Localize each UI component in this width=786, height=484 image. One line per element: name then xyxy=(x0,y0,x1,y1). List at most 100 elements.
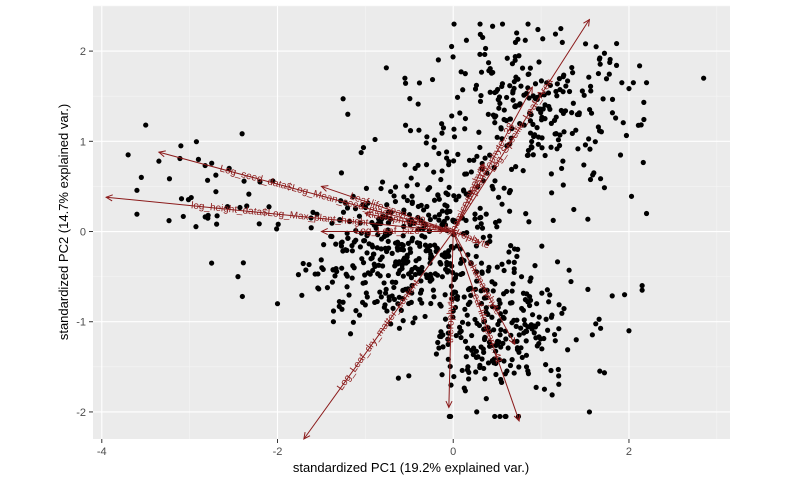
scatter-point xyxy=(299,292,305,298)
scatter-point xyxy=(471,345,477,351)
scatter-point xyxy=(436,196,442,202)
scatter-point xyxy=(446,184,452,190)
scatter-point xyxy=(329,220,335,226)
loading-arrow-head xyxy=(105,194,113,202)
scatter-point xyxy=(442,292,448,298)
scatter-point xyxy=(474,224,481,230)
scatter-point xyxy=(377,256,383,263)
scatter-point xyxy=(498,376,504,383)
scatter-point xyxy=(319,265,325,271)
loading-arrow xyxy=(106,196,454,233)
scatter-point xyxy=(295,272,302,278)
scatter-point xyxy=(134,211,140,217)
scatter-point xyxy=(630,80,636,86)
scatter-point xyxy=(437,301,443,307)
scatter-point xyxy=(498,125,504,131)
scatter-point xyxy=(467,285,474,292)
scatter-point xyxy=(166,176,173,182)
scatter-point xyxy=(402,75,408,81)
scatter-point xyxy=(392,184,399,190)
scatter-point xyxy=(378,294,384,300)
scatter-point xyxy=(125,152,131,158)
scatter-point xyxy=(536,314,542,320)
scatter-point xyxy=(530,121,536,128)
scatter-point xyxy=(274,226,280,232)
loading-arrow-head xyxy=(320,185,329,192)
scatter-point xyxy=(589,332,595,338)
scatter-point xyxy=(442,316,449,322)
scatter-point xyxy=(498,344,504,350)
scatter-point xyxy=(395,247,401,253)
scatter-point xyxy=(509,288,515,294)
scatter-point xyxy=(606,71,612,77)
scatter-point xyxy=(486,68,492,74)
loading-arrow-head xyxy=(472,236,481,244)
scatter-point xyxy=(363,290,369,296)
scatter-point xyxy=(423,272,429,278)
scatter-point xyxy=(586,136,592,142)
scatter-point xyxy=(510,97,516,103)
scatter-point xyxy=(477,144,483,151)
scatter-point xyxy=(440,125,447,131)
scatter-point xyxy=(539,290,545,296)
scatter-point xyxy=(586,74,592,80)
scatter-point xyxy=(412,315,418,321)
scatter-point xyxy=(568,278,574,285)
scatter-point xyxy=(400,247,407,253)
scatter-point xyxy=(376,262,382,268)
scatter-point xyxy=(478,214,484,221)
scatter-point xyxy=(509,357,515,363)
scatter-point xyxy=(363,185,370,192)
scatter-point xyxy=(487,233,493,239)
y-tick-label: -1 xyxy=(76,317,86,329)
scatter-point xyxy=(516,332,522,338)
scatter-point xyxy=(439,252,445,258)
scatter-point xyxy=(552,338,558,344)
scatter-point xyxy=(531,133,537,140)
scatter-point xyxy=(332,273,338,279)
scatter-point xyxy=(395,375,401,381)
scatter-point xyxy=(392,263,398,269)
scatter-point xyxy=(479,270,485,276)
scatter-point xyxy=(553,88,559,95)
scatter-point xyxy=(205,212,211,218)
scatter-point xyxy=(453,332,459,339)
scatter-point xyxy=(274,301,281,307)
scatter-point xyxy=(569,130,575,137)
scatter-point xyxy=(391,193,397,199)
scatter-point xyxy=(575,146,581,152)
scatter-point xyxy=(477,98,484,104)
x-tick-label: 0 xyxy=(450,446,456,458)
loading-arrow xyxy=(452,231,516,345)
scatter-point xyxy=(465,301,471,307)
scatter-point xyxy=(324,285,331,291)
scatter-point xyxy=(546,103,552,110)
scatter-point xyxy=(462,115,469,122)
scatter-point xyxy=(527,130,534,136)
scatter-point xyxy=(214,213,220,219)
scatter-point xyxy=(517,101,523,107)
scatter-point xyxy=(401,194,407,200)
scatter-point xyxy=(485,111,491,117)
scatter-point xyxy=(556,142,563,149)
scatter-point xyxy=(473,269,480,275)
scatter-point xyxy=(603,76,610,82)
scatter-point xyxy=(432,214,438,220)
scatter-point xyxy=(193,139,200,145)
scatter-point xyxy=(548,120,554,126)
scatter-point xyxy=(482,335,488,341)
scatter-point xyxy=(520,168,526,174)
scatter-point xyxy=(417,243,423,249)
scatter-point xyxy=(378,185,384,192)
scatter-point xyxy=(554,93,560,99)
scatter-point xyxy=(479,356,485,362)
scatter-point xyxy=(549,190,555,196)
scatter-point xyxy=(500,314,506,320)
scatter-point xyxy=(476,129,482,135)
scatter-point xyxy=(180,213,186,220)
scatter-point xyxy=(463,217,469,224)
scatter-point xyxy=(547,292,553,298)
scatter-point xyxy=(509,300,515,306)
scatter-point xyxy=(561,306,567,312)
scatter-point xyxy=(346,292,352,298)
